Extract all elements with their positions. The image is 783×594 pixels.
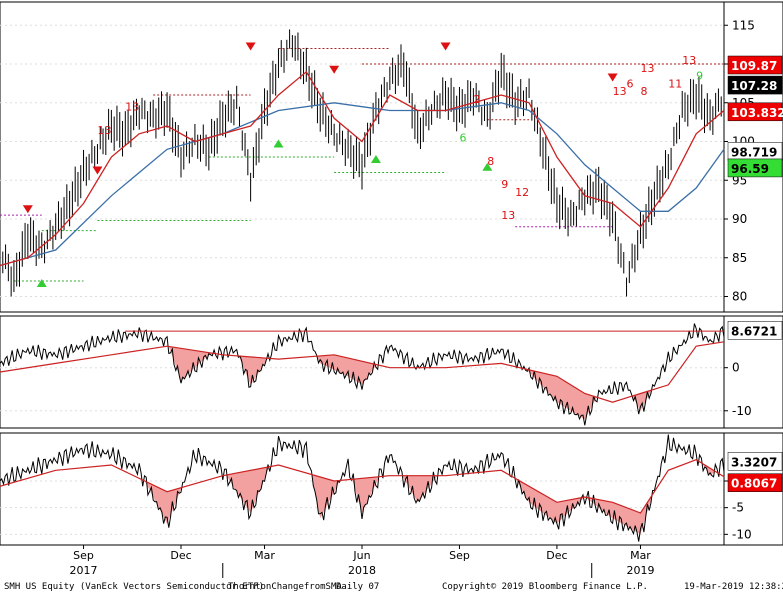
td-sequence-label: 13 — [613, 85, 627, 98]
td-sequence-label: 6 — [627, 77, 634, 90]
price-level-label-box — [727, 55, 783, 75]
buy-arrow-icon — [273, 139, 284, 148]
td-sequence-label: 13 — [640, 62, 654, 75]
osc1-y-tick: -10 — [732, 404, 752, 418]
sell-arrow-icon — [245, 42, 256, 51]
x-tick-label: Sep — [449, 549, 470, 562]
price-panel: 1151101051009590858013136289121313681311… — [0, 1, 783, 313]
td-sequence-label: 13 — [97, 124, 111, 137]
x-tick-label: Sep — [73, 549, 94, 562]
footer-copyright: Copyright© 2019 Bloomberg Finance L.P. — [442, 582, 648, 592]
td-sequence-label: 13 — [125, 101, 139, 114]
td-sequence-label: 9 — [696, 70, 703, 83]
osc2-level-label-box — [727, 452, 783, 471]
price-level-label-box — [727, 158, 783, 178]
osc1-level-label: 8.6721 — [731, 324, 777, 338]
sma-slow-line — [0, 102, 725, 267]
osc2-level-label: 3.3207 — [731, 455, 777, 469]
x-tick-label: Dec — [170, 549, 191, 562]
osc2-signal-label: 0.8067 — [731, 477, 777, 491]
price-level-label-box — [727, 102, 783, 122]
footer-ticker: SMH US Equity (VanEck Vectors Semiconduc… — [4, 582, 264, 592]
price-level-label: 103.832 — [731, 106, 783, 120]
osc2-signal-label-box — [727, 473, 783, 492]
osc2-frame — [0, 432, 783, 546]
osc1-frame — [0, 315, 783, 429]
osc2-y-tick: -5 — [732, 501, 744, 515]
osc2-oscillator-line — [0, 434, 725, 542]
td-sequence-label: 2 — [473, 93, 480, 106]
x-tick-label: Dec — [546, 549, 567, 562]
price-level-label: 96.59 — [731, 162, 769, 176]
year-label: 2018 — [348, 564, 376, 577]
footer-frequency: Daily 07 — [336, 582, 379, 592]
x-tick-label: Jun — [352, 549, 370, 562]
price-level-label: 107.28 — [731, 79, 777, 93]
sell-arrow-icon — [607, 73, 618, 82]
osc1-divergence-fill — [0, 341, 724, 420]
price-y-tick: 85 — [732, 251, 747, 265]
td-sequence-label: 13 — [682, 54, 696, 67]
osc2-divergence-fill — [0, 459, 724, 535]
sell-arrow-icon — [22, 205, 33, 214]
x-tick-label: Mar — [630, 549, 651, 562]
price-level-label-box — [727, 75, 783, 95]
osc1-oscillator-line — [0, 323, 725, 426]
x-tick-label: Mar — [254, 549, 275, 562]
price-y-tick: 115 — [732, 18, 755, 32]
price-level-label: 98.719 — [731, 145, 777, 159]
year-label: 2017 — [70, 564, 98, 577]
td-sequence-label: 8 — [640, 85, 647, 98]
td-sequence-label: 12 — [515, 186, 529, 199]
oscillator-panel-1: 0 -10 8.6721 — [0, 315, 783, 429]
footer: SMH US Equity (VanEck Vectors Semiconduc… — [4, 582, 783, 592]
x-axis: Sep Dec Mar Jun Sep Dec Mar 2017 2018 2019 — [0, 544, 783, 578]
td-sequence-label: 11 — [668, 77, 682, 90]
buy-arrow-icon — [482, 162, 493, 171]
sma-fast-line — [0, 70, 725, 267]
footer-study: ThorntonChangefromSMA — [228, 582, 342, 592]
osc2-signal-line — [0, 459, 725, 514]
td-sequence-label: 8 — [487, 155, 494, 168]
td-sequence-label: 6 — [459, 132, 466, 145]
osc1-y-tick: 0 — [732, 361, 740, 375]
footer-timestamp: 19-Mar-2019 12:38:28 — [684, 582, 783, 592]
td-sequence-label: 9 — [501, 178, 508, 191]
sell-arrow-icon — [440, 42, 451, 51]
td-sequence-label: 13 — [501, 209, 515, 222]
buy-arrow-icon — [36, 279, 47, 287]
price-frame — [0, 1, 783, 313]
price-y-tick: 80 — [732, 290, 747, 304]
osc1-level-label-box — [727, 321, 783, 340]
price-level-label: 109.87 — [731, 59, 777, 73]
price-y-tick: 90 — [732, 212, 747, 226]
buy-arrow-icon — [370, 155, 381, 163]
year-label: 2019 — [626, 564, 654, 577]
sell-arrow-icon — [329, 65, 340, 74]
osc2-y-tick: -10 — [732, 527, 752, 541]
sell-arrow-icon — [92, 166, 103, 175]
osc1-signal-line — [0, 341, 725, 403]
